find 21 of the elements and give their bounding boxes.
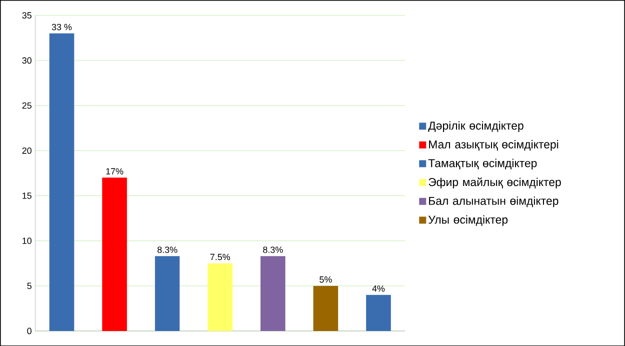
legend-label: Мал азықтық өсімдіктері: [429, 140, 558, 151]
legend-label: Улы өсімдіктер: [428, 215, 508, 226]
data-label: 8.3%: [158, 246, 178, 253]
y-tick-label: 25: [22, 102, 32, 109]
data-label: 4%: [372, 285, 385, 292]
data-label: 5%: [320, 276, 332, 283]
legend-label: Бал алынатын өімдіктер: [429, 196, 558, 208]
data-label: 8.3%: [263, 246, 283, 253]
legend-label: Эфир майлық өсімдіктер: [428, 177, 561, 188]
legend-label: Дәрілік өсімдіктер: [428, 121, 524, 132]
y-tick-label: 15: [22, 192, 32, 199]
y-tick-label: 20: [22, 147, 32, 154]
y-tick-label: 0: [27, 328, 32, 334]
data-label: 33 %: [52, 24, 72, 30]
y-tick-label: 30: [22, 57, 32, 64]
legend-label: Тамақтық өсімдіктер: [428, 158, 537, 170]
y-tick-label: 5: [27, 282, 32, 289]
y-tick-label: 10: [22, 237, 32, 244]
data-label: 17%: [106, 168, 124, 174]
y-tick-label: 35: [22, 12, 32, 18]
data-label: 7.5%: [210, 254, 230, 260]
